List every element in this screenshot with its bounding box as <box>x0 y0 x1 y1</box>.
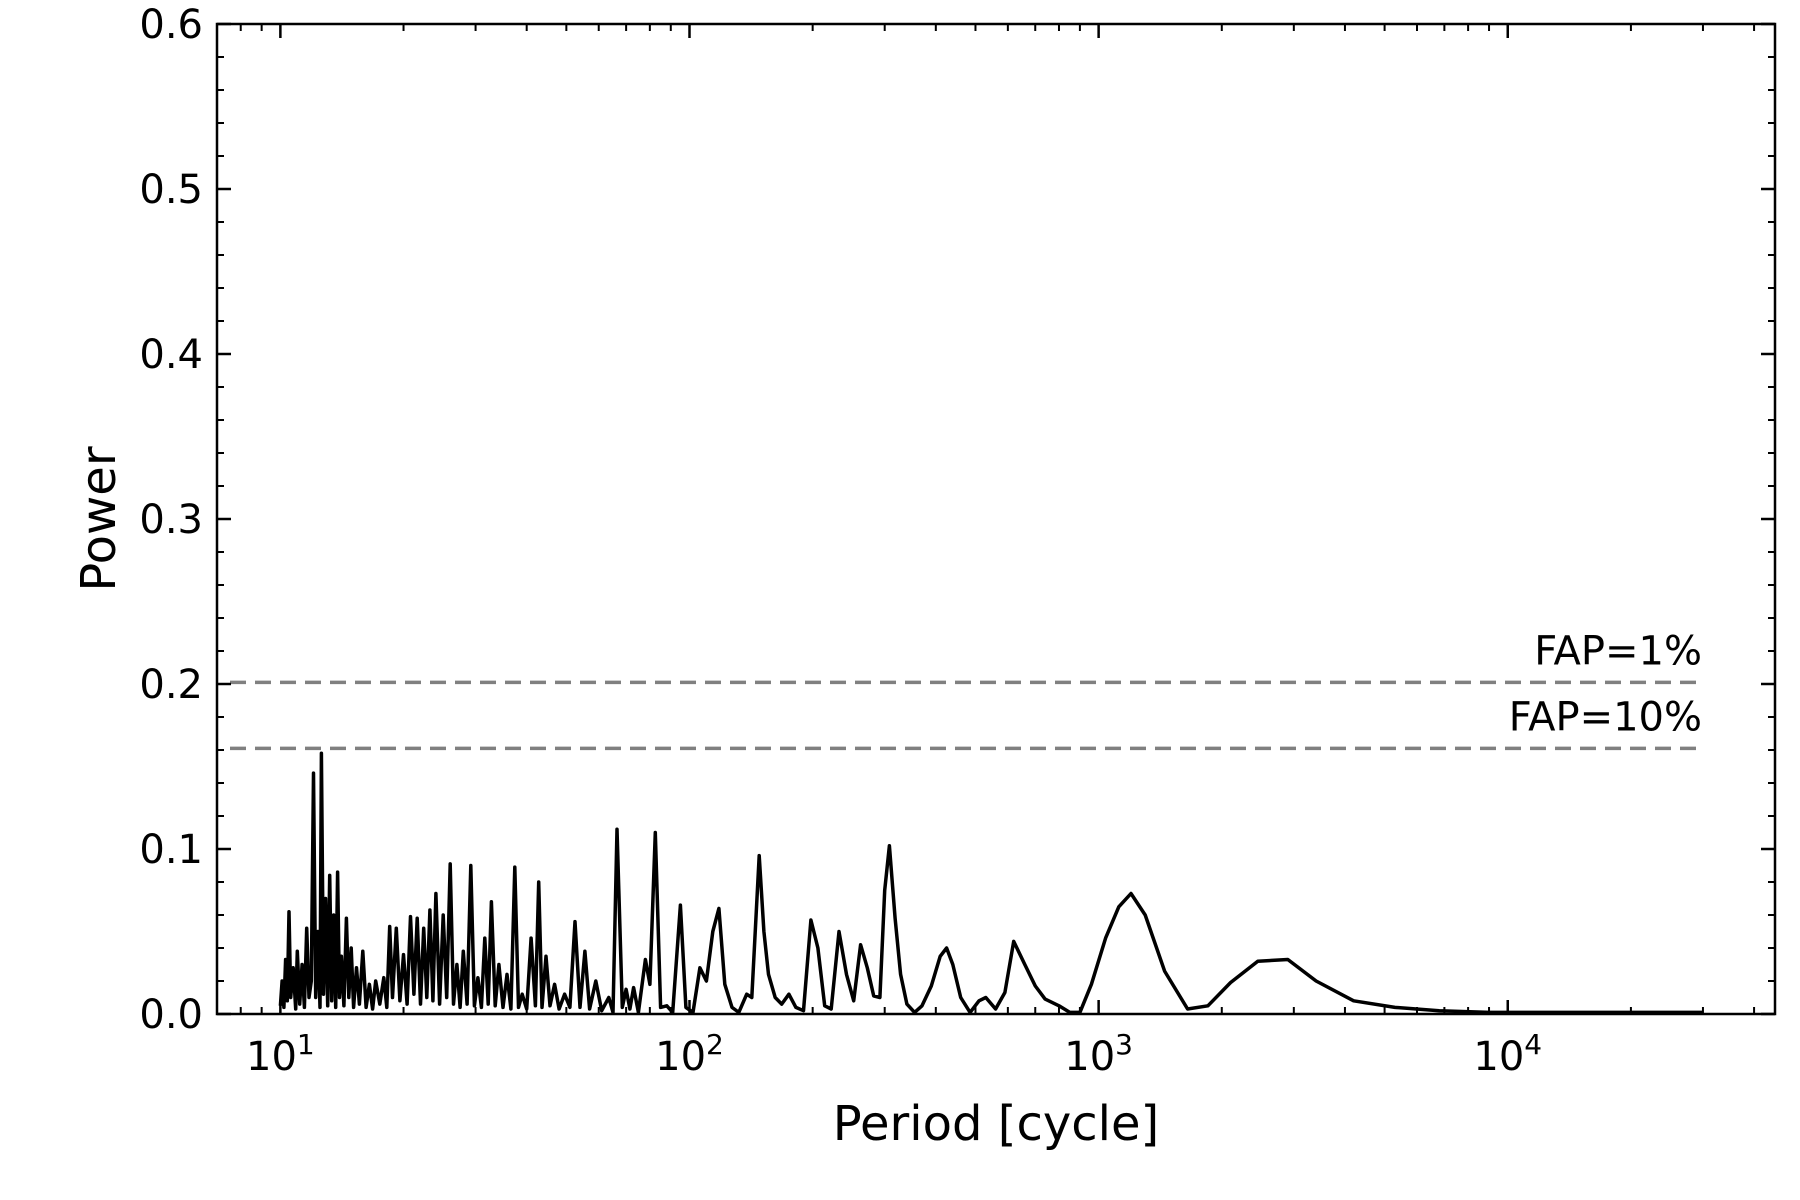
fap-threshold-label: FAP=10% <box>1509 694 1702 740</box>
y-tick-label: 0.6 <box>139 2 203 48</box>
y-axis-label: Power <box>71 446 127 591</box>
x-tick-label: 101 <box>246 1028 315 1080</box>
y-tick-label: 0.1 <box>139 827 203 873</box>
x-tick-label: 104 <box>1473 1028 1542 1080</box>
y-tick-label: 0.5 <box>139 167 203 213</box>
y-tick-label: 0.0 <box>139 992 203 1038</box>
power-series <box>278 751 1703 1015</box>
x-axis-label: Period [cycle] <box>833 1096 1159 1152</box>
fap-threshold-label: FAP=1% <box>1534 628 1702 674</box>
y-tick-label: 0.2 <box>139 662 203 708</box>
power-line <box>278 751 1703 1015</box>
x-axis: 101 102 103 104 <box>216 24 1756 1080</box>
x-tick-label: 102 <box>655 1028 724 1080</box>
y-tick-label: 0.4 <box>139 332 203 378</box>
threshold-lines: FAP=1% FAP=10% <box>230 628 1705 751</box>
y-tick-label: 0.3 <box>139 497 203 543</box>
x-tick-label: 103 <box>1064 1028 1133 1080</box>
y-axis: 0.0 0.1 0.2 0.3 0.4 0.5 0.6 <box>139 2 1775 1038</box>
